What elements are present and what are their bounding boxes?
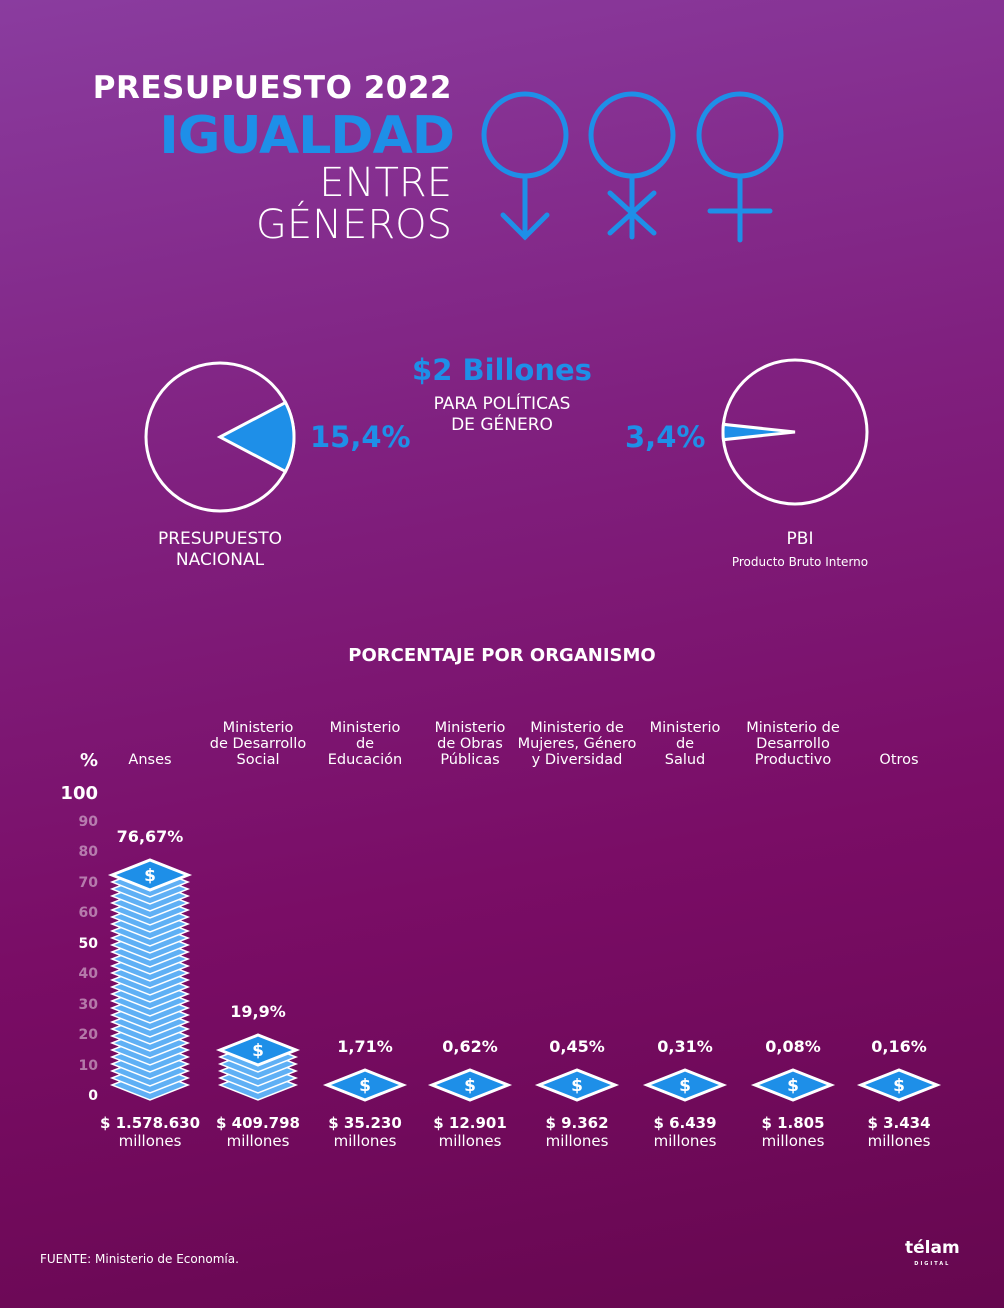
bar-3: $ (322, 1068, 408, 1102)
money-bill-top (322, 1068, 408, 1102)
female-symbol-arrow-icon (481, 91, 569, 241)
category-label: Ministerio de Desarrollo Social (209, 720, 307, 768)
money-bill-top (534, 1068, 620, 1102)
amount-label: $ 3.434 millones (867, 1114, 931, 1150)
y-tick-40: 40 (78, 966, 98, 982)
category-label: Otros (879, 752, 919, 768)
amount-label: $ 6.439 millones (653, 1114, 717, 1150)
y-tick-20: 20 (78, 1027, 98, 1043)
category-label: Ministerio de Educación (327, 720, 403, 768)
dollar-icon: $ (571, 1076, 583, 1096)
bar-value-label: 1,71% (337, 1037, 393, 1056)
female-symbol-cross-icon (696, 91, 784, 243)
category-label: Anses (128, 752, 172, 768)
category-label: Ministerio de Obras Públicas (434, 720, 506, 768)
bar-value-label: 0,08% (765, 1037, 821, 1056)
money-bill-top (427, 1068, 513, 1102)
amount-label: $ 409.798 millones (216, 1114, 300, 1150)
pie-pbi-label: 3,4% (625, 420, 706, 454)
gender-symbols (481, 91, 784, 243)
chart-title: PORCENTAJE POR ORGANISMO (348, 645, 656, 666)
pie-slice (721, 422, 796, 442)
amount-label: $ 12.901 millones (433, 1114, 507, 1150)
bar-value-label: 0,16% (871, 1037, 927, 1056)
bar-8: $ (856, 1068, 942, 1102)
dollar-icon: $ (787, 1076, 799, 1096)
dollar-icon: $ (252, 1041, 264, 1061)
pie-pbi-caption-1: PBI (786, 529, 814, 549)
dollar-icon: $ (144, 866, 156, 886)
amount-label: $ 35.230 millones (328, 1114, 402, 1150)
title-line-2: IGUALDAD (159, 106, 455, 166)
y-tick-50: 50 (78, 935, 98, 952)
y-tick-60: 60 (78, 905, 98, 921)
bar-value-label: 76,67% (116, 827, 184, 846)
bar-1: $ (107, 858, 193, 1101)
pie-pbi-caption-2: Producto Bruto Interno (731, 555, 869, 569)
y-axis-label: % (80, 750, 99, 771)
pie-presupuesto-label: 15,4% (310, 420, 411, 454)
y-tick-80: 80 (78, 844, 98, 860)
bar-5: $ (534, 1068, 620, 1102)
pie-presupuesto (144, 361, 296, 513)
pie-pbi (721, 358, 869, 506)
telam-logo: télam DIGITAL (905, 1238, 960, 1268)
bar-6: $ (642, 1068, 728, 1102)
y-tick-90: 90 (78, 813, 98, 830)
title-line-1: PRESUPUESTO 2022 (92, 70, 452, 106)
dollar-icon: $ (359, 1076, 371, 1096)
female-symbol-asterisk-icon (588, 91, 676, 240)
y-tick-30: 30 (78, 996, 98, 1013)
y-tick-70: 70 (78, 874, 98, 891)
dollar-icon: $ (464, 1076, 476, 1096)
summary-amount: $2 Billones (412, 353, 592, 387)
amount-label: $ 1.805 millones (761, 1114, 825, 1150)
amount-label: $ 9.362 millones (545, 1114, 609, 1150)
y-tick-0: 0 (88, 1088, 98, 1104)
y-tick-100: 100 (60, 783, 98, 804)
category-label: Ministerio de Salud (649, 720, 721, 768)
bar-value-label: 19,9% (230, 1002, 286, 1021)
bar-chart: 0 10 20 30 40 50 60 70 80 90 100 $ $ $ $ $ $ $ $76,67% Anse… (60, 720, 942, 1150)
bar-value-label: 0,62% (442, 1037, 498, 1056)
category-label: Ministerio de Mujeres, Género y Diversidad (517, 720, 637, 768)
title-line-4: GÉNEROS (255, 202, 452, 248)
source-note: FUENTE: Ministerio de Economía. (40, 1252, 239, 1266)
pie-presupuesto-caption-1: PRESUPUESTO (157, 529, 283, 549)
money-bill-top (107, 858, 193, 892)
y-tick-10: 10 (78, 1057, 98, 1074)
title-line-3: ENTRE (319, 160, 452, 206)
pie-slice (216, 400, 296, 474)
money-bill-top (215, 1033, 301, 1067)
bar-stacks: $ $ $ $ $ $ $ $ (107, 858, 942, 1102)
money-bill-top (642, 1068, 728, 1102)
amount-label: $ 1.578.630 millones (99, 1114, 201, 1150)
dollar-icon: $ (893, 1076, 905, 1096)
summary-subtitle-2: DE GÉNERO (451, 415, 553, 435)
bar-4: $ (427, 1068, 513, 1102)
category-label: Ministerio de Desarrollo Productivo (746, 720, 840, 768)
bar-value-label: 0,31% (657, 1037, 713, 1056)
bar-value-label: 0,45% (549, 1037, 605, 1056)
summary-subtitle-1: PARA POLÍTICAS (433, 394, 571, 414)
money-bill-top (856, 1068, 942, 1102)
pie-presupuesto-caption-2: NACIONAL (175, 550, 265, 570)
money-bill-top (750, 1068, 836, 1102)
dollar-icon: $ (679, 1076, 691, 1096)
pies (144, 358, 869, 513)
bar-2: $ (215, 1033, 301, 1101)
bar-7: $ (750, 1068, 836, 1102)
